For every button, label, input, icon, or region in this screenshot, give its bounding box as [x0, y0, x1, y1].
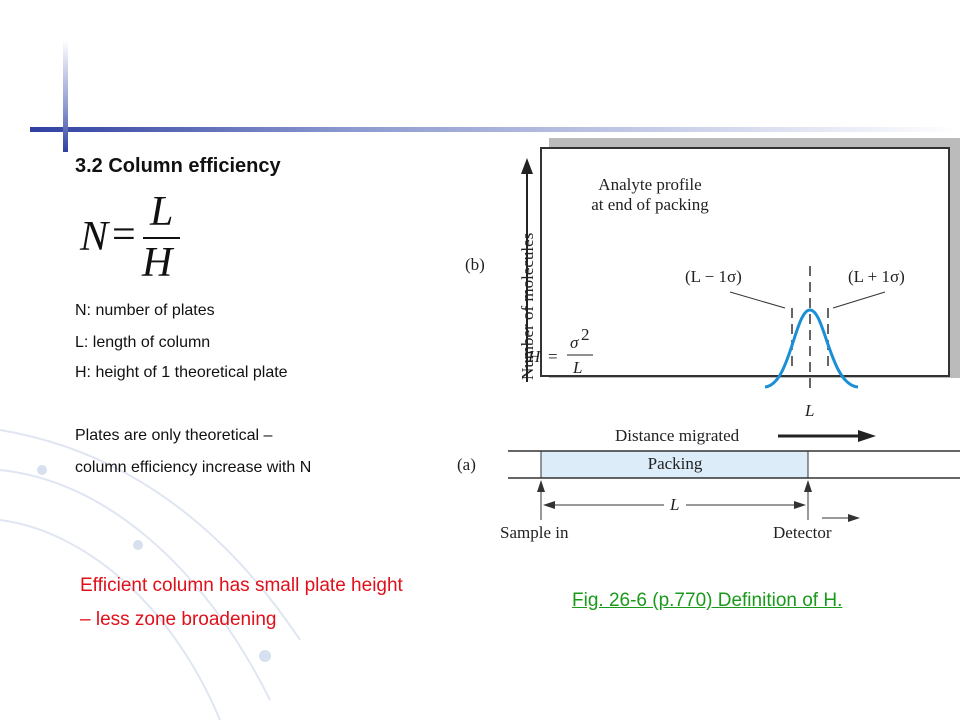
leader-line	[832, 291, 886, 309]
formula-lhs: N	[79, 214, 110, 260]
header-rule-vertical	[63, 40, 68, 152]
swoosh-dots	[37, 465, 271, 662]
arrow-head	[537, 480, 545, 492]
plate-height-formula: H = σ 2 L	[527, 325, 593, 377]
label-bg	[664, 494, 686, 514]
profile-label: at end of packing	[591, 195, 709, 214]
packing-label: Packing	[648, 454, 703, 473]
definition: H: height of 1 theoretical plate	[75, 364, 288, 381]
note: Plates are only theoretical –	[75, 427, 273, 444]
width-label: (L + 1σ)	[848, 267, 905, 286]
arrow-head	[521, 158, 533, 174]
arrow-head	[858, 430, 876, 442]
highlight: – less zone broadening	[80, 609, 277, 630]
formula: N = L H	[79, 189, 180, 286]
panel-a-label: (a)	[457, 455, 476, 474]
note: column efficiency increase with N	[75, 459, 312, 476]
y-axis-label: Number of molecules	[518, 233, 537, 380]
leader-line	[729, 291, 786, 309]
formula-lhs: H	[527, 347, 542, 366]
definition: N: number of plates	[75, 302, 215, 319]
arrow-head	[804, 480, 812, 492]
definition: L: length of column	[75, 334, 211, 351]
header-rule	[30, 127, 960, 132]
center-label: L	[804, 401, 814, 420]
analyte-profile	[764, 308, 859, 389]
profile-label: Analyte profile	[598, 175, 701, 194]
packing	[541, 451, 808, 478]
arrow-head	[543, 501, 555, 509]
panel-b-label: (b)	[465, 255, 485, 274]
swoosh	[0, 429, 301, 720]
outlet-label: Detector	[773, 523, 832, 542]
arrow-head	[848, 514, 860, 522]
arrow-head	[794, 501, 806, 509]
formula-numerator: σ	[570, 333, 579, 352]
formula-denominator: H	[141, 240, 175, 286]
inlet-label: Sample in	[500, 523, 569, 542]
panel-b-frame	[540, 147, 950, 377]
figure: (b) Number of molecules Analyte profile …	[457, 138, 960, 542]
width-label: (L − 1σ)	[685, 267, 742, 286]
formula-op: =	[548, 347, 558, 366]
formula-numerator: L	[149, 189, 173, 235]
formula-denominator: L	[572, 358, 582, 377]
highlight: Efficient column has small plate height	[80, 575, 403, 596]
formula-exponent: 2	[581, 325, 590, 344]
figure-caption: Fig. 26-6 (p.770) Definition of H.	[572, 590, 843, 611]
length-label: L	[669, 495, 679, 514]
formula-op: =	[112, 212, 136, 258]
direction-label: Distance migrated	[615, 426, 740, 445]
slide-title: 3.2 Column efficiency	[75, 155, 281, 177]
